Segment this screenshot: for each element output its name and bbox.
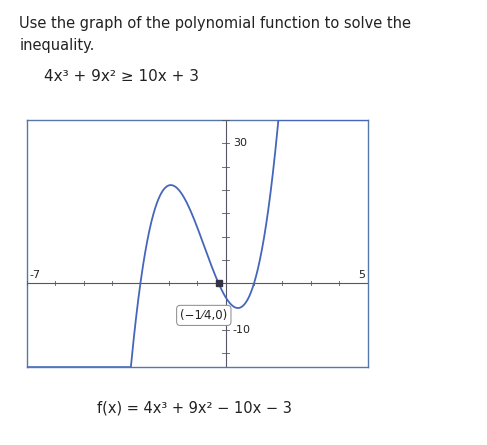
Text: -10: -10 — [233, 325, 251, 335]
Text: (−1⁄4,0): (−1⁄4,0) — [180, 309, 227, 322]
Text: Use the graph of the polynomial function to solve the: Use the graph of the polynomial function… — [19, 16, 412, 31]
Text: -7: -7 — [30, 270, 41, 279]
Text: 30: 30 — [233, 138, 247, 149]
Text: 5: 5 — [358, 270, 365, 279]
Text: f(x) = 4x³ + 9x² − 10x − 3: f(x) = 4x³ + 9x² − 10x − 3 — [97, 400, 292, 416]
Text: inequality.: inequality. — [19, 38, 95, 53]
Text: 4x³ + 9x² ≥ 10x + 3: 4x³ + 9x² ≥ 10x + 3 — [44, 69, 199, 84]
